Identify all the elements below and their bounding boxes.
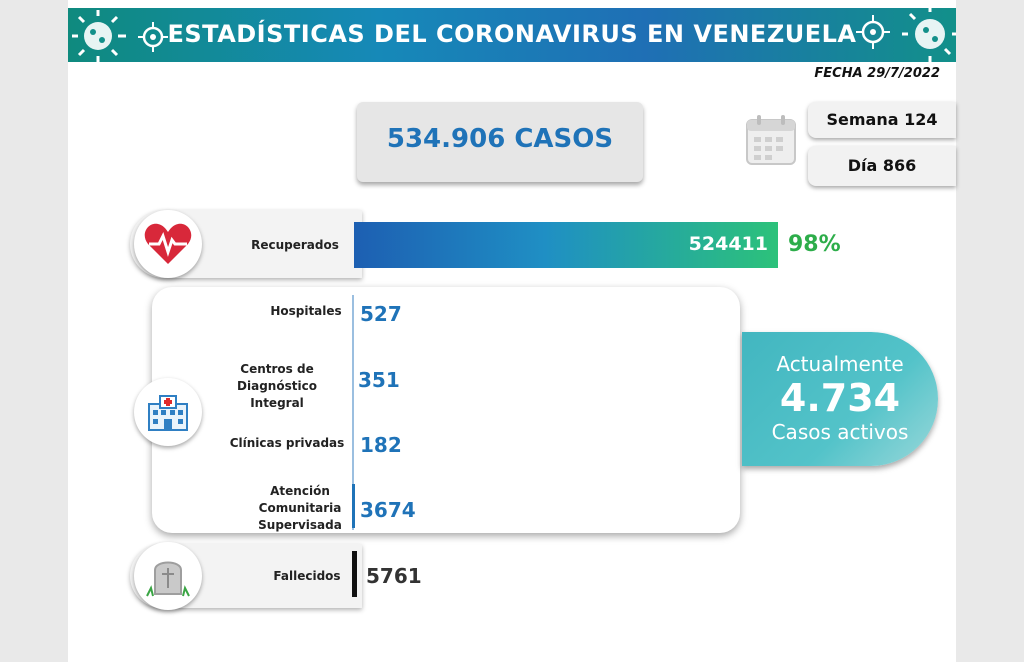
virus-icon xyxy=(902,8,956,62)
week-counter: Semana 124 xyxy=(808,102,956,138)
active-cases-heading: Actualmente xyxy=(776,352,904,376)
virus-icon xyxy=(72,10,126,62)
recovered-label: Recuperados xyxy=(251,238,339,252)
virus-icon xyxy=(856,15,890,49)
report-date: FECHA 29/7/2022 xyxy=(814,66,940,81)
page-title: ESTADÍSTICAS DEL CORONAVIRUS EN VENEZUEL… xyxy=(167,20,857,48)
deaths-label: Fallecidos xyxy=(273,569,341,583)
active-cases-value: 4.734 xyxy=(779,376,901,420)
virus-icon xyxy=(138,22,168,52)
private-clinics-value: 182 xyxy=(360,433,402,457)
hospitals-value: 527 xyxy=(360,302,402,326)
active-cases-caption: Casos activos xyxy=(771,420,909,444)
title-banner: ESTADÍSTICAS DEL CORONAVIRUS EN VENEZUEL… xyxy=(68,8,956,62)
cdi-value: 351 xyxy=(358,368,400,392)
community-care-label: Atención Comunitaria Supervisada xyxy=(258,484,342,532)
active-cases-card: Actualmente 4.734 Casos activos xyxy=(742,332,938,466)
recovered-percent: 98% xyxy=(788,232,841,257)
total-cases-value: 534.906 CASOS xyxy=(386,124,614,154)
recovered-value: 524411 xyxy=(688,233,768,255)
total-cases-card: 534.906 CASOS xyxy=(357,102,643,182)
deaths-value: 5761 xyxy=(366,564,422,588)
tombstone-icon xyxy=(134,542,202,610)
community-care-value: 3674 xyxy=(360,498,416,522)
care-centers-panel xyxy=(152,287,740,533)
cdi-label: Centros de Diagnóstico Integral xyxy=(237,362,317,410)
hospital-icon xyxy=(134,378,202,446)
private-clinics-label: Clínicas privadas xyxy=(229,436,345,450)
deaths-bar xyxy=(352,551,357,597)
calendar-icon xyxy=(746,115,796,165)
day-counter: Día 866 xyxy=(808,146,956,186)
hospitals-label: Hospitales xyxy=(270,304,342,318)
recovered-bar: 524411 xyxy=(354,222,778,268)
community-care-bar xyxy=(352,484,355,528)
divider xyxy=(352,295,354,530)
heart-pulse-icon xyxy=(134,210,202,278)
